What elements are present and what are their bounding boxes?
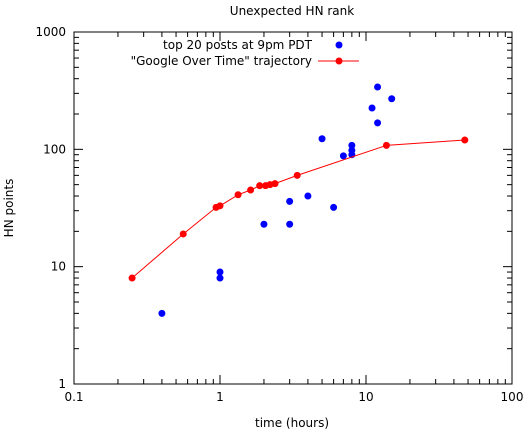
data-point (382, 141, 390, 149)
data-point (271, 180, 279, 188)
data-point (293, 171, 301, 179)
data-point (286, 197, 294, 205)
legend-marker (335, 57, 343, 65)
data-point (256, 182, 264, 190)
x-tick-label: 0.1 (64, 390, 83, 404)
y-axis: 1 10 100 1000 (35, 25, 512, 391)
series-line (131, 139, 465, 279)
series-1 (158, 83, 396, 317)
x-tick-label: 1 (216, 390, 224, 404)
data-point (368, 104, 376, 112)
x-axis: 0.1 1 10 100 (64, 32, 523, 404)
legend-label: "Google Over Time" trajectory (131, 54, 312, 68)
legend-label: top 20 posts at 9pm PDT (163, 38, 313, 52)
data-point (260, 220, 268, 228)
data-point (348, 141, 356, 149)
y-tick-label: 1 (58, 377, 66, 391)
plot-frame (73, 31, 513, 385)
y-tick-label: 1000 (35, 25, 66, 39)
data-point (247, 186, 255, 194)
legend-marker (335, 41, 343, 49)
data-point (348, 146, 356, 154)
data-point (179, 230, 187, 238)
legend: top 20 posts at 9pm PDT "Google Over Time… (131, 38, 359, 68)
data-point (158, 309, 166, 317)
data-point (234, 191, 242, 199)
y-tick-label: 100 (43, 142, 66, 156)
data-point (330, 203, 338, 211)
data-point (128, 274, 136, 282)
data-point (216, 274, 224, 282)
y-tick-label: 10 (51, 260, 66, 274)
series-2 (128, 136, 469, 282)
data-point (304, 192, 312, 200)
data-point (339, 152, 347, 160)
data-point (216, 202, 224, 210)
x-tick-label: 100 (501, 390, 524, 404)
data-point (374, 119, 382, 127)
chart-title: Unexpected HN rank (230, 4, 354, 18)
data-point (388, 95, 396, 103)
x-axis-label: time (hours) (255, 416, 329, 430)
data-point (216, 268, 224, 276)
series-layer (128, 83, 469, 317)
x-tick-label: 10 (358, 390, 373, 404)
data-point (461, 136, 469, 144)
y-axis-label: HN points (2, 179, 16, 238)
data-point (286, 220, 294, 228)
data-point (318, 135, 326, 143)
data-point (374, 83, 382, 91)
